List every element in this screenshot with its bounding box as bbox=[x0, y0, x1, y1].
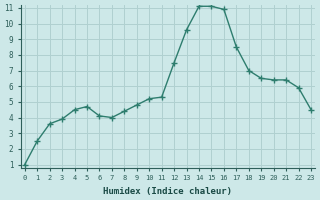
X-axis label: Humidex (Indice chaleur): Humidex (Indice chaleur) bbox=[103, 187, 232, 196]
